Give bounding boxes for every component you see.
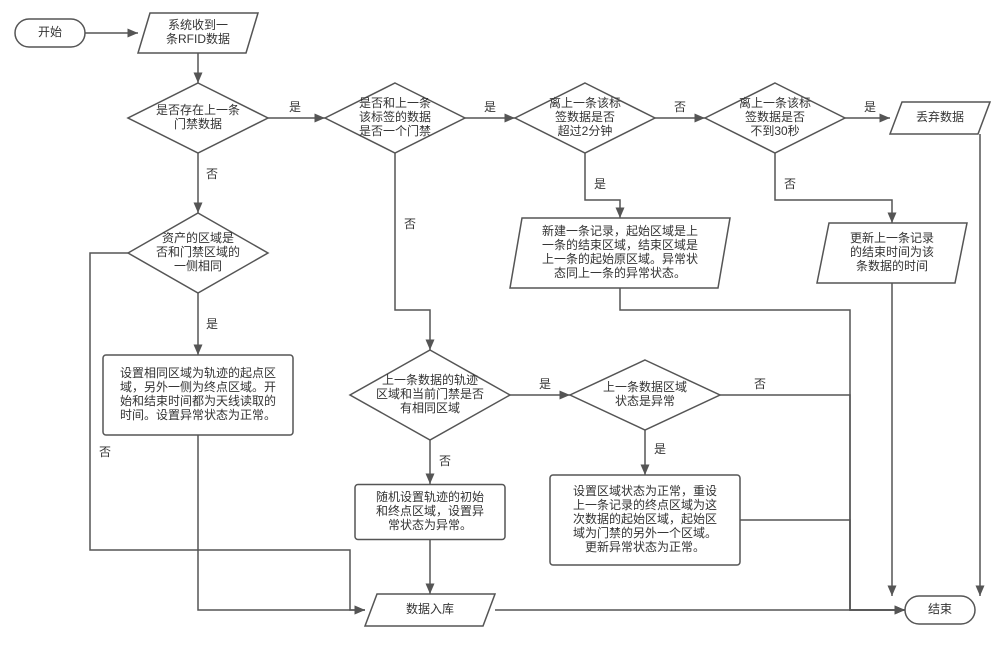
node-d3-line-1: 签数据是否	[555, 109, 615, 124]
node-d4-line-1: 签数据是否	[745, 109, 805, 124]
node-r1-line-0: 设置相同区域为轨迹的起点区	[120, 365, 276, 380]
edge-e7-label: 是	[594, 177, 606, 191]
node-p1-line-1: 一条的结束区域，结束区域是	[542, 237, 698, 252]
node-d2-line-1: 该标签的数据	[359, 109, 431, 124]
node-r1-line-2: 始和结束时间都为天线读取的	[120, 393, 276, 408]
node-p2-line-0: 更新上一条记录	[850, 230, 934, 245]
node-r3-line-3: 域为门禁的另外一个区域。	[573, 525, 717, 540]
edge-e4-label: 否	[674, 100, 686, 114]
node-d1-line-1: 门禁数据	[174, 116, 222, 131]
node-r3: 设置区域状态为正常，重设上一条记录的终点区域为这次数据的起始区域，起始区域为门禁…	[550, 475, 740, 565]
node-d3-line-2: 超过2分钟	[558, 123, 613, 138]
node-p1-line-3: 态同上一条的异常状态。	[554, 265, 686, 280]
edge-e8-label: 否	[784, 177, 796, 191]
node-r1-line-1: 域，另外一侧为终点区域。开	[120, 379, 276, 394]
node-d6-line-1: 区域和当前门禁是否	[376, 386, 484, 401]
node-d4-line-2: 不到30秒	[750, 124, 799, 138]
node-d3: 离上一条该标签数据是否超过2分钟	[515, 83, 655, 153]
edge-e9-label: 是	[206, 317, 218, 331]
node-d4-line-0: 离上一条该标	[739, 95, 811, 110]
node-d4: 离上一条该标签数据是否不到30秒	[705, 83, 845, 153]
node-p1-line-2: 上一条的起始原区域。异常状	[542, 251, 698, 266]
node-d5-line-0: 资产的区域是	[162, 230, 234, 245]
node-r2-line-0: 随机设置轨迹的初始	[376, 489, 484, 504]
edge-e3-label: 是	[484, 100, 496, 114]
node-r2-line-2: 常状态为异常。	[388, 518, 472, 532]
node-r3-line-0: 设置区域状态为正常，重设	[573, 484, 717, 498]
node-recv-line-0: 系统收到一	[168, 18, 228, 32]
node-r2-line-1: 和终点区域，设置异	[376, 503, 484, 518]
node-r3-line-4: 更新异常状态为正常。	[585, 539, 705, 554]
edge-e13-label: 是	[654, 442, 666, 456]
edge-e10	[395, 153, 430, 350]
node-r1: 设置相同区域为轨迹的起点区域，另外一侧为终点区域。开始和结束时间都为天线读取的时…	[103, 355, 293, 435]
node-d7: 上一条数据区域状态是异常	[570, 360, 720, 430]
node-d2-line-2: 是否一个门禁	[359, 123, 431, 138]
node-end: 结束	[905, 596, 975, 624]
edge-e2-label: 是	[289, 100, 301, 114]
node-d6-line-0: 上一条数据的轨迹	[382, 372, 478, 387]
node-p2-line-2: 条数据的时间	[856, 258, 928, 273]
edge-e14	[198, 435, 365, 610]
node-d6: 上一条数据的轨迹区域和当前门禁是否有相同区域	[350, 350, 510, 440]
node-r3-line-1: 上一条记录的终点区域为这	[573, 497, 717, 512]
node-d2: 是否和上一条该标签的数据是否一个门禁	[325, 83, 465, 153]
node-d5-line-2: 一侧相同	[174, 259, 222, 273]
node-recv-line-1: 条RFID数据	[166, 31, 230, 46]
node-d5: 资产的区域是否和门禁区域的一侧相同	[128, 213, 268, 293]
node-recv: 系统收到一条RFID数据	[138, 13, 258, 53]
node-d2-line-0: 是否和上一条	[359, 96, 431, 110]
node-d1-line-0: 是否存在上一条	[156, 103, 240, 117]
node-discard: 丢弃数据	[890, 102, 990, 134]
node-store: 数据入库	[365, 594, 495, 626]
edge-e20	[740, 520, 905, 610]
edge-e6-label: 否	[206, 167, 218, 181]
node-discard-line-0: 丢弃数据	[916, 109, 964, 124]
edge-e5-label: 是	[864, 100, 876, 114]
node-d7-line-0: 上一条数据区域	[603, 379, 687, 394]
edge-e12-label: 否	[439, 454, 451, 468]
node-p2: 更新上一条记录的结束时间为该条数据的时间	[817, 223, 967, 283]
node-r1-line-3: 时间。设置异常状态为正常。	[120, 408, 276, 422]
node-p1: 新建一条记录，起始区域是上一条的结束区域，结束区域是上一条的起始原区域。异常状态…	[510, 218, 730, 288]
edge-e10-label: 否	[404, 217, 416, 231]
node-r3-line-2: 次数据的起始区域，起始区	[573, 511, 717, 526]
node-store-line-0: 数据入库	[406, 601, 454, 616]
edge-e22-label: 否	[99, 445, 111, 459]
flowchart-canvas: 是是否是否是否是否是否是否否 开始系统收到一条RFID数据是否存在上一条门禁数据…	[0, 0, 1000, 668]
node-d5-line-1: 否和门禁区域的	[156, 244, 240, 259]
node-start: 开始	[15, 19, 85, 47]
node-p1-line-0: 新建一条记录，起始区域是上	[542, 223, 698, 238]
node-d7-line-1: 状态是异常	[615, 394, 675, 408]
node-p2-line-1: 的结束时间为该	[850, 244, 934, 259]
edge-e21-label: 否	[754, 377, 766, 391]
edge-e11-label: 是	[539, 377, 551, 391]
node-r2: 随机设置轨迹的初始和终点区域，设置异常状态为异常。	[355, 485, 505, 540]
node-d1: 是否存在上一条门禁数据	[128, 83, 268, 153]
edge-e21	[720, 395, 905, 610]
node-start-line-0: 开始	[38, 25, 62, 39]
node-end-line-0: 结束	[928, 602, 952, 616]
node-d3-line-0: 离上一条该标	[549, 95, 621, 110]
node-d6-line-2: 有相同区域	[400, 401, 460, 415]
